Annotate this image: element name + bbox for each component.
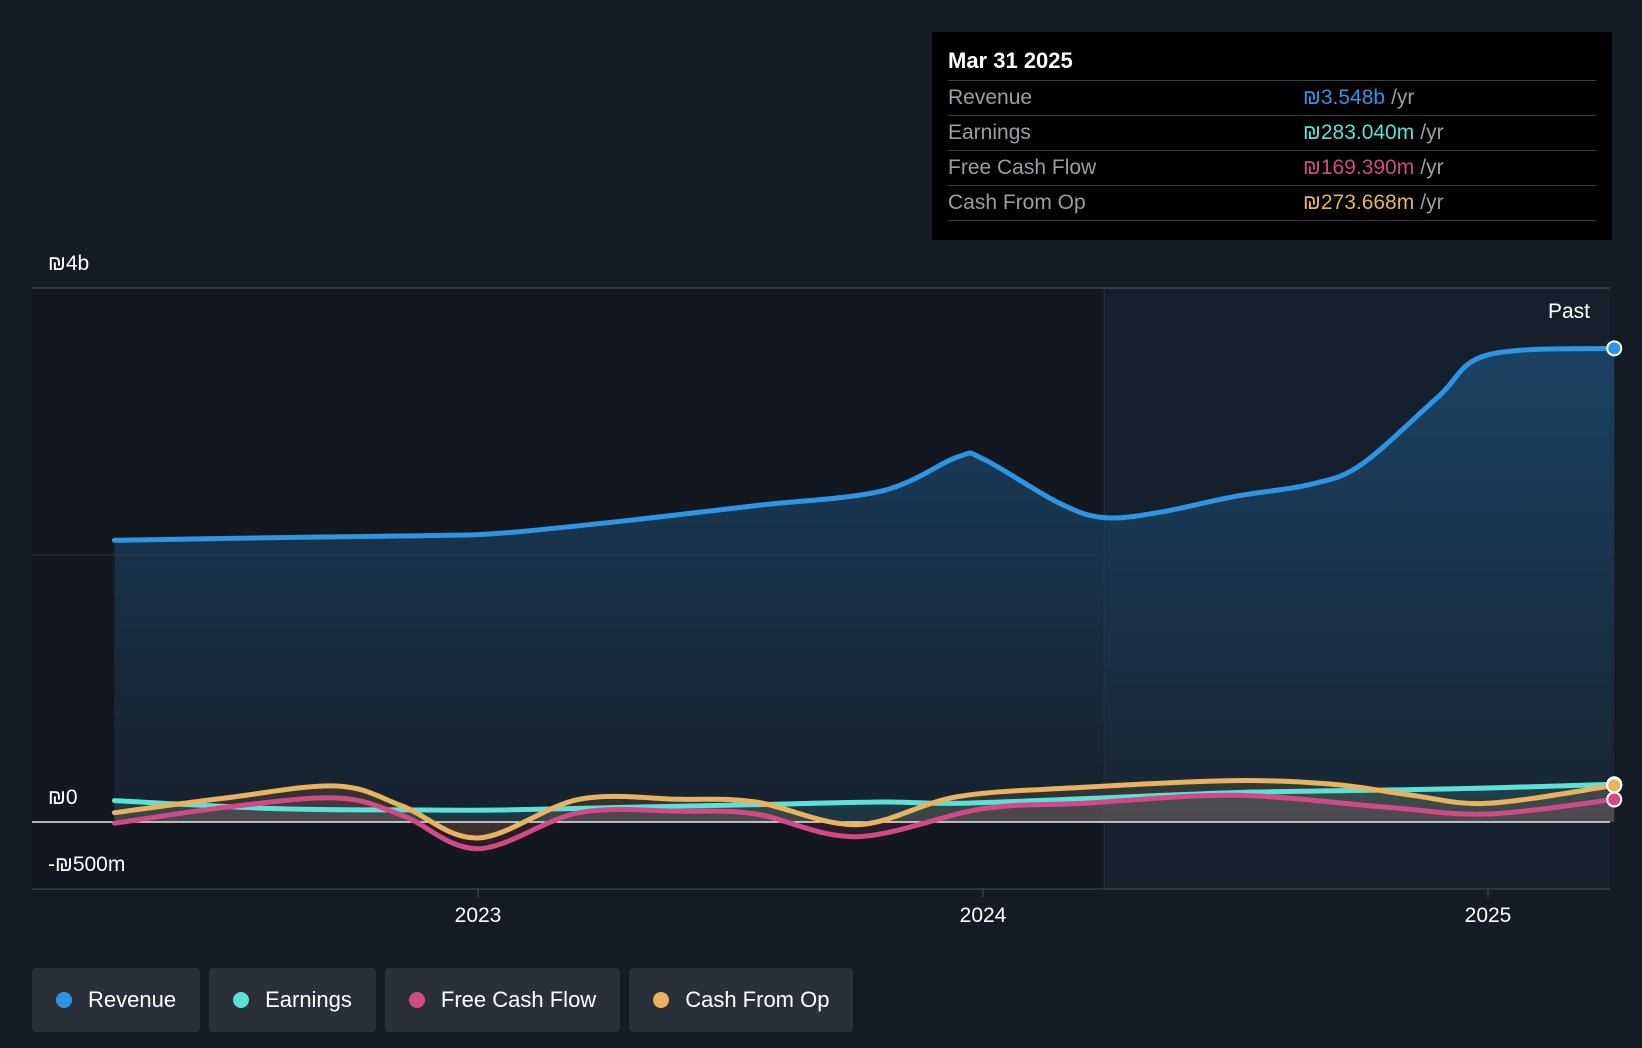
y-tick-label-zero: ₪0	[48, 786, 78, 809]
line-cash-from-op	[111, 778, 1617, 841]
x-tick-label-2024: 2024	[960, 904, 1007, 927]
tooltip-label: Revenue	[948, 86, 1033, 109]
tooltip-unit: /yr	[1420, 156, 1444, 179]
line-free-cash-flow	[111, 792, 1617, 852]
endpoint-free-cash-flow	[1606, 791, 1623, 808]
y-tick-label-bottom: -₪500m	[48, 853, 126, 876]
tooltip-row-revenue: Revenue ₪3.548b /yr	[948, 81, 1596, 116]
line-revenue	[111, 345, 1617, 543]
tooltip-label: Earnings	[948, 121, 1031, 144]
y-tick-label-top: ₪4b	[48, 252, 90, 275]
legend-dot-icon	[653, 992, 670, 1008]
tooltip-value: ₪283.040m	[1303, 121, 1415, 144]
legend-item-earnings[interactable]: Earnings	[209, 968, 376, 1032]
tooltip-value: ₪169.390m	[1303, 156, 1415, 179]
x-tick-label-2025: 2025	[1465, 904, 1512, 927]
legend-item-free-cash-flow[interactable]: Free Cash Flow	[384, 968, 621, 1032]
legend-dot-icon	[408, 992, 425, 1008]
legend-label: Revenue	[88, 987, 177, 1012]
tooltip-unit: /yr	[1420, 121, 1444, 144]
legend-label: Cash From Op	[685, 987, 830, 1012]
tooltip-unit: /yr	[1420, 191, 1444, 214]
tooltip-label: Free Cash Flow	[948, 156, 1097, 179]
tooltip-label: Cash From Op	[948, 191, 1086, 214]
legend: Revenue Earnings Free Cash Flow Cash Fro…	[32, 968, 854, 1032]
tooltip-date: Mar 31 2025	[948, 46, 1596, 81]
legend-label: Free Cash Flow	[440, 987, 597, 1012]
area-revenue	[114, 348, 1615, 822]
endpoint-revenue	[1606, 340, 1623, 357]
past-region-label: Past	[1548, 300, 1591, 323]
legend-label: Earnings	[265, 987, 352, 1012]
tooltip-panel: Mar 31 2025 Revenue ₪3.548b /yr Earnings…	[932, 32, 1612, 240]
legend-item-cash-from-op[interactable]: Cash From Op	[629, 968, 854, 1032]
endpoint-cash-from-op	[1606, 777, 1623, 794]
legend-dot-icon	[233, 992, 250, 1008]
tooltip-row-free-cash-flow: Free Cash Flow ₪169.390m /yr	[948, 151, 1596, 186]
tooltip-row-earnings: Earnings ₪283.040m /yr	[948, 116, 1596, 151]
legend-dot-icon	[56, 992, 72, 1008]
tooltip-value: ₪3.548b	[1303, 86, 1386, 109]
tooltip-row-cash-from-op: Cash From Op ₪273.668m /yr	[948, 186, 1596, 221]
legend-item-revenue[interactable]: Revenue	[32, 968, 201, 1032]
x-tick-label-2023: 2023	[455, 904, 502, 927]
tooltip-unit: /yr	[1391, 86, 1415, 109]
tooltip-value: ₪273.668m	[1303, 191, 1415, 214]
